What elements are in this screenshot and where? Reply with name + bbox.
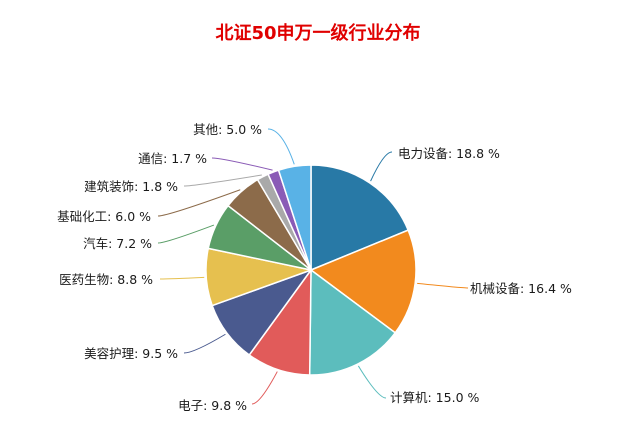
pie-slice-0 [310,164,410,272]
leader-line-9 [211,157,273,171]
pie-slices [205,164,417,376]
slice-label-1: 机械设备: 16.4 % [470,281,572,296]
label-leader-lines [157,128,469,405]
slice-label-9: 通信: 1.7 % [138,151,207,166]
pie-slice-1 [309,229,417,334]
pie-slice-10 [277,164,312,271]
leader-line-8 [183,174,262,187]
leader-line-2 [357,365,387,399]
slice-label-10: 其他: 5.0 % [193,122,262,137]
slice-labels: 电力设备: 18.8 % 机械设备: 16.4 % 计算机: 15.0 % 电子: 9… [57,122,572,413]
slice-label-8: 建筑装饰: 1.8 % [84,179,178,194]
leader-line-5 [159,276,205,280]
leader-line-3 [251,371,278,405]
chart-title: 北证50申万一级行业分布 [215,22,420,44]
leader-line-7 [157,189,241,217]
slice-label-0: 电力设备: 18.8 % [398,146,500,161]
leader-line-4 [183,333,226,354]
leader-line-10 [267,128,295,165]
leader-line-1 [417,282,469,289]
slice-label-4: 美容护理: 9.5 % [84,346,178,361]
slice-label-5: 医药生物: 8.8 % [59,272,153,287]
slice-label-2: 计算机: 15.0 % [390,390,479,405]
slice-label-6: 汽车: 7.2 % [83,236,152,251]
leader-line-6 [157,224,215,244]
slice-label-3: 电子: 9.8 % [178,398,247,413]
leader-line-0 [370,151,393,182]
pie-slice-2 [308,268,397,376]
slice-label-7: 基础化工: 6.0 % [57,209,151,224]
